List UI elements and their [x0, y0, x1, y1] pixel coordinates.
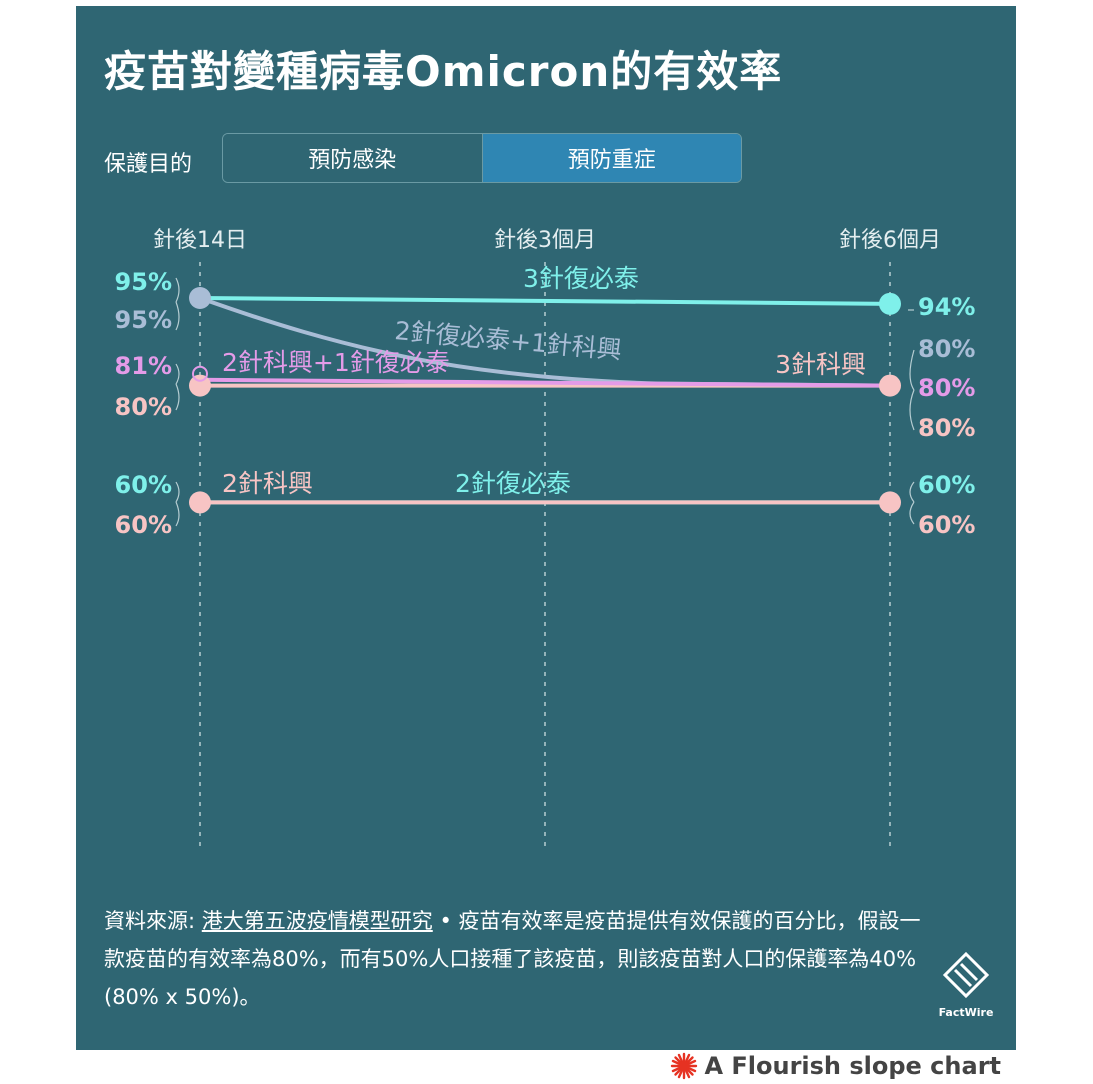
series-name-label: 2針科興	[222, 469, 313, 498]
toggle-option-severe[interactable]: 預防重症	[481, 134, 741, 182]
start-value-label: 80%	[115, 393, 172, 421]
series-dot	[879, 292, 901, 315]
factwire-logo-icon	[942, 951, 990, 999]
label-leader	[175, 363, 180, 385]
series-dot	[879, 491, 901, 514]
series-line	[198, 377, 892, 388]
series-name-label: 3針科興	[775, 350, 866, 379]
start-value-label: 60%	[115, 471, 172, 499]
start-value-label: 95%	[115, 306, 172, 334]
flourish-burst-icon	[671, 1052, 698, 1080]
toggle-label: 保護目的	[104, 152, 193, 177]
series-name-label: 3針復必泰	[523, 264, 639, 293]
series-line	[198, 296, 892, 306]
column-header: 針後3個月	[494, 228, 596, 253]
chart-panel: 疫苗對變種病毒Omicron的有效率 保護目的 預防感染 預防重症 針後14日 針…	[76, 6, 1016, 1050]
label-leader	[909, 501, 915, 525]
toggle-option-infection[interactable]: 預防感染	[223, 134, 482, 182]
label-leader	[175, 301, 180, 331]
source-link[interactable]: 港大第五波疫情模型研究	[201, 909, 433, 933]
series-name-label: 2針復必泰	[455, 469, 571, 498]
factwire-logo-text: FactWire	[938, 1006, 994, 1019]
label-leader	[175, 277, 180, 303]
series-dot	[192, 365, 208, 382]
series-dot	[879, 374, 901, 397]
flourish-credit-link[interactable]: A Flourish slope chart	[670, 1052, 1001, 1080]
end-value-label: 94%	[918, 293, 975, 321]
footnote: 資料來源: 港大第五波疫情模型研究 • 疫苗有效率是疫苗提供有效保護的百分比，假…	[104, 902, 934, 1016]
series-name-label: 2針科興+1針復必泰	[222, 348, 450, 377]
footnote-text: • 疫苗有效率是疫苗提供有效保護的百分比，假設一款疫苗的有效率為80%，而有50…	[104, 909, 921, 1009]
column-header: 針後6個月	[839, 228, 941, 253]
footnote-prefix: 資料來源:	[104, 909, 202, 933]
chart-title: 疫苗對變種病毒Omicron的有效率	[104, 47, 783, 96]
end-value-label: 60%	[918, 471, 975, 499]
end-value-label: 80%	[918, 414, 975, 442]
label-leader	[175, 383, 180, 411]
series-dot	[189, 491, 211, 514]
end-value-label: 60%	[918, 511, 975, 539]
label-leader	[909, 389, 915, 431]
start-value-label: 95%	[115, 268, 172, 296]
label-leader	[175, 501, 180, 527]
series-dot	[189, 287, 211, 309]
factwire-logo: FactWire	[934, 950, 998, 1019]
label-leader	[909, 481, 915, 503]
protection-toggle: 預防感染 預防重症	[222, 133, 742, 183]
credit-text: A Flourish slope chart	[704, 1052, 1001, 1080]
label-leader	[909, 349, 915, 391]
slope-chart: 針後14日 針後3個月 針後6個月3針復必泰2針復必泰+1針科興2針科興+1針復必泰…	[115, 228, 975, 846]
start-value-label: 81%	[115, 352, 172, 380]
series-dot	[189, 374, 211, 397]
label-leader	[175, 481, 180, 503]
start-value-label: 60%	[115, 511, 172, 539]
end-value-label: 80%	[918, 335, 975, 363]
column-header: 針後14日	[153, 228, 247, 253]
series-line	[198, 296, 892, 388]
end-value-label: 80%	[918, 374, 975, 402]
